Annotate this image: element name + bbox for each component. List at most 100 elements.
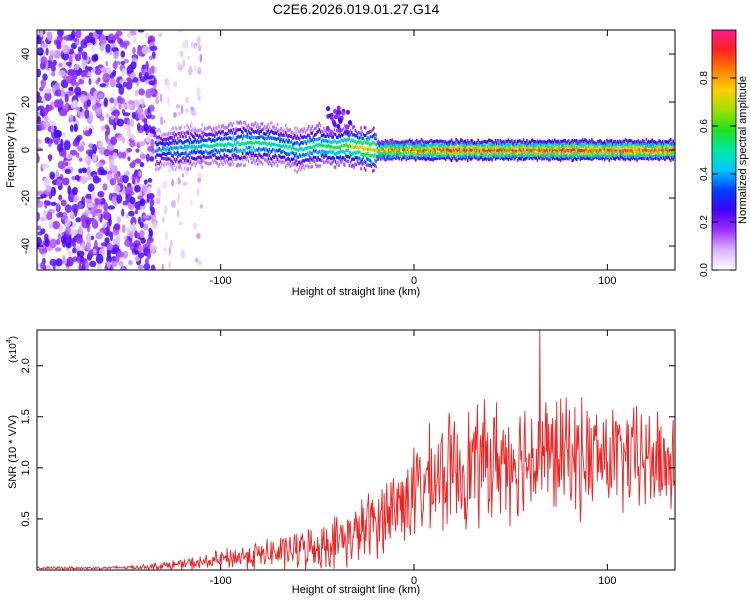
spectrogram-signal-cell: [406, 152, 409, 156]
spectrogram-signal-cell: [493, 153, 496, 157]
spectrogram-noise-cell: [138, 88, 146, 96]
spectrogram-noise-cell: [100, 125, 105, 132]
spectrogram-noise-cell: [143, 179, 148, 185]
spectrogram-signal-cell: [295, 141, 297, 145]
spectrogram-signal-cell: [549, 155, 551, 159]
spectrogram-signal-cell: [447, 141, 449, 145]
spectrogram-signal-cell: [351, 152, 353, 156]
spectrogram-signal-cell: [203, 138, 206, 142]
spectrogram-signal-cell: [392, 151, 395, 155]
spectrogram-signal-cell: [178, 146, 180, 150]
spectrogram-signal-cell: [295, 147, 297, 152]
spectrogram-signal-cell: [663, 152, 665, 156]
spectrogram-signal-cell: [594, 141, 597, 145]
spectrogram-signal-cell: [190, 140, 193, 145]
spectrogram-signal-cell: [639, 153, 642, 157]
spectrogram-signal-cell: [194, 131, 196, 135]
spectrogram-signal-cell: [273, 148, 275, 152]
spectrogram-noise-cell: [120, 60, 125, 66]
spectrogram-signal-cell: [549, 157, 551, 161]
spectrogram-signal-cell: [180, 145, 183, 149]
spectrogram-signal-cell: [319, 164, 322, 168]
spectrogram-signal-cell: [496, 151, 498, 155]
spectrogram-signal-cell: [502, 157, 505, 161]
spectrogram-signal-cell: [454, 151, 456, 155]
spectrogram-signal-cell: [274, 160, 276, 164]
spectrogram-signal-cell: [363, 166, 366, 170]
spectrogram-signal-cell: [653, 154, 656, 158]
spectrogram-signal-cell: [323, 149, 325, 154]
spectrogram-signal-cell: [386, 144, 389, 148]
spectrogram-signal-cell: [414, 145, 417, 149]
spectrogram-noise-cell: [85, 149, 94, 156]
spectrogram-signal-cell: [585, 146, 587, 150]
spectrogram-signal-cell: [476, 154, 478, 158]
spectrogram-signal-cell: [622, 139, 624, 143]
spectrogram-signal-cell: [599, 148, 601, 152]
spectrogram-signal-cell: [458, 142, 461, 146]
spectrogram-signal-cell: [189, 166, 192, 170]
spectrogram-signal-cell: [218, 150, 221, 155]
spectrogram-noise-cell: [124, 170, 131, 176]
spectrogram-signal-cell: [506, 156, 508, 160]
spectrogram-signal-cell: [262, 127, 265, 131]
spectrogram-signal-cell: [571, 144, 573, 148]
spectrogram-noise-cell: [113, 223, 121, 231]
spectrogram-noise-cell: [92, 175, 100, 184]
spectrogram-noise-cell: [137, 264, 144, 270]
spectrogram-signal-cell: [545, 148, 548, 152]
spectrogram-noise-cell: [117, 177, 121, 185]
spectrogram-signal-cell: [462, 146, 464, 150]
spectrogram-signal-cell: [512, 146, 514, 150]
spectrogram-signal-cell: [327, 129, 330, 133]
spectrogram-signal-cell: [439, 139, 441, 143]
spectrogram-signal-cell: [259, 141, 261, 146]
spectrogram-signal-cell: [601, 141, 604, 145]
spectrogram-signal-cell: [241, 137, 244, 141]
spectrogram-signal-cell: [156, 130, 158, 134]
spectrogram-noise-cell: [195, 258, 199, 263]
spectrogram-signal-cell: [386, 156, 389, 160]
spectrogram-signal-cell: [253, 154, 256, 158]
spectrogram-noise-cell: [121, 104, 128, 109]
spectrogram-signal-cell: [269, 130, 272, 134]
spectrogram-signal-cell: [439, 153, 441, 157]
spectrogram-signal-cell: [309, 150, 311, 154]
spectrogram-signal-cell: [298, 137, 301, 141]
spectrogram-noise-cell: [139, 162, 145, 168]
spectrogram-signal-cell: [432, 140, 434, 144]
spectrogram-noise-cell: [75, 136, 81, 142]
spectrogram-signal-cell: [663, 144, 665, 148]
spectrogram-signal-cell: [355, 134, 358, 138]
spectrogram-noise-cell: [113, 99, 117, 109]
spectrogram-signal-cell: [612, 154, 614, 158]
spectrogram-signal-cell: [623, 143, 626, 147]
spectrogram-signal-cell: [259, 153, 261, 157]
spectrogram-signal-cell: [330, 129, 332, 133]
spectrogram-signal-cell: [382, 142, 384, 146]
spectrogram-signal-cell: [223, 133, 225, 137]
spectrogram-signal-cell: [600, 142, 602, 146]
spectrogram-noise-cell: [91, 190, 96, 201]
spectrogram-noise-cell: [72, 186, 78, 196]
spectrogram-noise-cell: [78, 263, 82, 270]
spectrogram-signal-cell: [625, 155, 628, 159]
spectrogram-signal-cell: [479, 147, 482, 151]
spectrogram-signal-cell: [355, 156, 358, 160]
spectrogram-signal-cell: [160, 134, 163, 138]
spectrogram-noise-cell: [57, 160, 66, 170]
spectrogram-signal-cell: [238, 142, 241, 147]
spectrogram-signal-cell: [603, 140, 606, 144]
spectrogram-signal-cell: [330, 145, 332, 149]
spectrogram-signal-cell: [187, 167, 189, 171]
spectrogram-signal-cell: [586, 140, 589, 144]
spectrogram-signal-cell: [660, 151, 663, 155]
spectrogram-signal-cell: [429, 139, 432, 143]
spectrogram-signal-cell: [284, 165, 287, 169]
spectrogram-signal-cell: [450, 138, 453, 142]
spectrogram-signal-cell: [671, 153, 673, 157]
spectrogram-signal-cell: [409, 153, 411, 157]
spectrogram-signal-cell: [438, 152, 440, 156]
snr-multiplier: (x104): [6, 336, 19, 363]
spectrogram-signal-cell: [627, 156, 629, 160]
